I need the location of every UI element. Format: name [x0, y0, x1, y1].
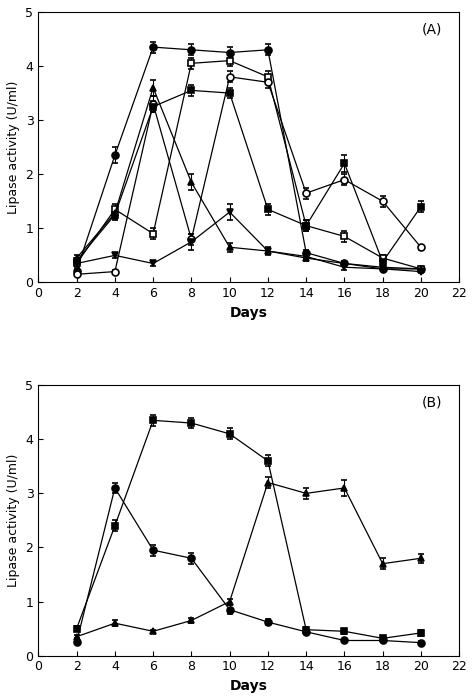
Text: (A): (A) — [422, 23, 442, 37]
Y-axis label: Lipase activity (U/ml): Lipase activity (U/ml) — [7, 80, 20, 214]
Y-axis label: Lipase activity (U/ml): Lipase activity (U/ml) — [7, 454, 20, 587]
X-axis label: Days: Days — [230, 679, 268, 693]
Text: (B): (B) — [422, 396, 442, 410]
X-axis label: Days: Days — [230, 306, 268, 320]
